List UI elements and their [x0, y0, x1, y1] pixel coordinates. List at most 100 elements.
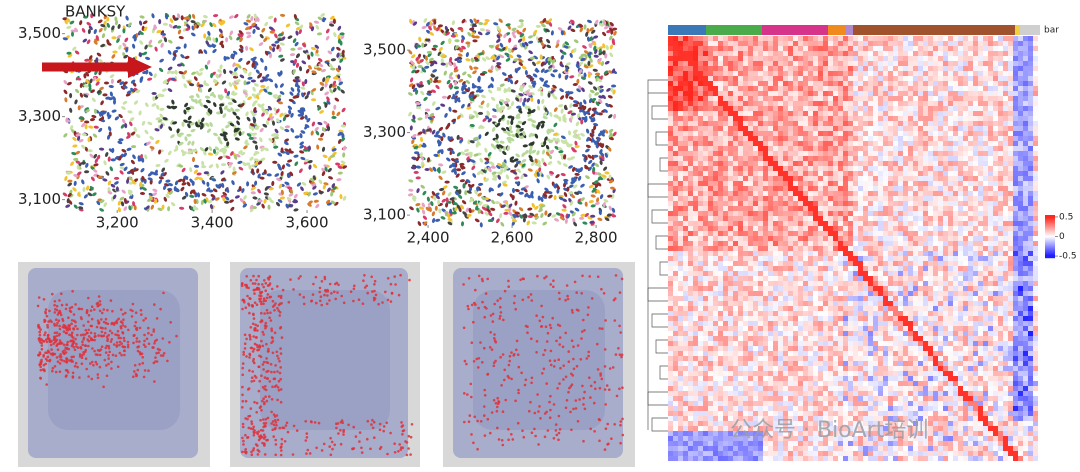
heatmap-cell — [808, 41, 813, 46]
heatmap-cell — [673, 81, 678, 86]
heatmap-cell — [938, 46, 943, 51]
heatmap-cell — [1018, 61, 1023, 66]
cell — [294, 161, 299, 167]
heatmap-cell — [678, 91, 683, 96]
heatmap-cell — [698, 81, 703, 86]
spot — [55, 308, 59, 312]
heatmap-cell — [818, 56, 823, 61]
heatmap-cell — [848, 41, 853, 46]
cell — [251, 93, 257, 97]
spot — [486, 372, 490, 376]
spot — [147, 342, 151, 346]
cell — [98, 27, 103, 33]
spot — [352, 425, 356, 429]
cell — [151, 13, 155, 19]
cell — [73, 204, 78, 209]
spot — [45, 340, 49, 344]
spot — [242, 350, 245, 354]
heatmap-cell — [693, 36, 698, 41]
heatmap-cell — [758, 81, 763, 86]
heatmap-cell — [963, 41, 968, 46]
spot — [152, 361, 156, 365]
heatmap-cell — [703, 76, 708, 81]
spot — [104, 351, 108, 354]
heatmap-cell — [748, 61, 753, 66]
spot — [115, 341, 119, 344]
spot — [574, 399, 578, 402]
cell — [342, 152, 346, 158]
heatmap-cell — [848, 91, 853, 96]
spot — [91, 347, 94, 350]
spot — [120, 353, 123, 357]
spot — [389, 282, 393, 286]
spot — [614, 297, 617, 300]
heatmap-cell — [828, 71, 833, 76]
spot — [59, 355, 63, 359]
spot — [408, 278, 411, 282]
heatmap-cell — [693, 76, 698, 81]
spot — [275, 384, 278, 387]
spot — [68, 306, 72, 310]
spot — [533, 411, 537, 415]
cell — [284, 148, 290, 152]
heatmap-cell — [733, 41, 738, 46]
cell — [111, 54, 116, 59]
spot — [521, 277, 525, 281]
heatmap-cell — [788, 76, 793, 81]
heatmap-cell — [973, 86, 978, 91]
heatmap-cell — [778, 71, 783, 76]
heatmap-cell — [958, 81, 963, 86]
spot — [271, 336, 274, 340]
cell — [333, 32, 337, 38]
heatmap-cell — [918, 81, 923, 86]
heatmap-cell — [668, 91, 673, 96]
heatmap-cell — [848, 56, 853, 61]
cell — [274, 173, 280, 177]
heatmap-cell — [998, 46, 1003, 51]
cell — [69, 93, 73, 99]
cell — [73, 180, 77, 186]
spot — [276, 370, 279, 373]
cell — [213, 14, 219, 18]
spot — [138, 340, 141, 343]
spot — [292, 424, 296, 428]
heatmap-cell — [878, 76, 883, 81]
cell — [133, 205, 137, 211]
spot — [618, 324, 621, 328]
heatmap-cell — [693, 81, 698, 86]
spot — [132, 375, 135, 379]
heatmap-cell — [868, 81, 873, 86]
heatmap-cell — [973, 36, 978, 41]
heatmap-cell — [958, 51, 963, 56]
heatmap-cell — [703, 91, 708, 96]
cell — [124, 123, 128, 129]
heatmap-cell — [683, 71, 688, 76]
spot — [250, 420, 253, 423]
heatmap-cell — [893, 46, 898, 51]
cell — [111, 36, 117, 40]
heatmap-cell — [873, 81, 878, 86]
spot — [323, 293, 326, 297]
cell — [301, 81, 305, 87]
heatmap-cell — [738, 41, 743, 46]
heatmap-cell — [673, 71, 678, 76]
heatmap-cell — [693, 86, 698, 91]
spot — [558, 382, 561, 385]
heatmap-cell — [788, 61, 793, 66]
spot — [99, 303, 102, 306]
heatmap-cell — [1023, 36, 1028, 41]
cell — [290, 87, 295, 92]
spot — [263, 453, 267, 456]
cell — [277, 101, 283, 105]
spot — [255, 411, 258, 414]
spot — [463, 420, 466, 424]
spot — [284, 424, 288, 427]
heatmap-cell — [723, 46, 728, 51]
heatmap-cell — [783, 81, 788, 86]
spot — [261, 363, 265, 366]
heatmap-cell — [728, 51, 733, 56]
heatmap-cell — [713, 81, 718, 86]
spot — [481, 300, 484, 304]
spot — [44, 310, 47, 314]
heatmap-cell — [753, 71, 758, 76]
